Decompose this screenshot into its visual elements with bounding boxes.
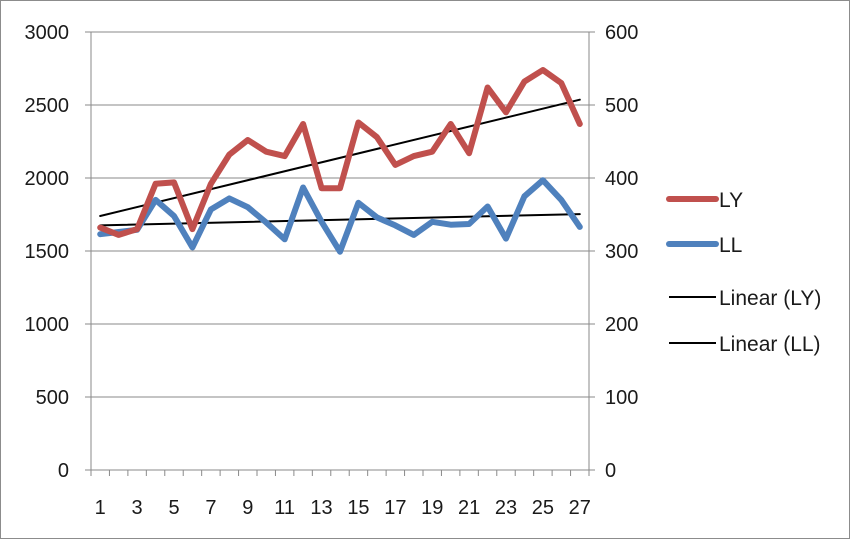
x-tick-label: 25	[532, 497, 554, 519]
x-tick-label: 3	[132, 497, 143, 519]
y-tick-label-left: 1500	[25, 241, 70, 263]
x-tick-label: 19	[421, 497, 443, 519]
y-tick-label-right: 200	[605, 314, 638, 336]
y-tick-label-left: 2500	[25, 95, 70, 117]
x-tick-label: 15	[347, 497, 369, 519]
y-tick-label-left: 1000	[25, 314, 70, 336]
x-tick-label: 21	[458, 497, 480, 519]
x-tick-label: 9	[242, 497, 253, 519]
x-tick-label: 11	[274, 497, 295, 519]
legend-label: LL	[719, 234, 742, 257]
y-tick-label-right: 0	[605, 460, 616, 482]
legend-label: LY	[719, 189, 743, 212]
y-tick-label-left: 3000	[25, 22, 70, 44]
x-tick-label: 5	[168, 497, 179, 519]
legend-label: Linear (LL)	[719, 333, 821, 356]
y-tick-label-right: 500	[605, 95, 638, 117]
x-tick-label: 27	[569, 497, 591, 519]
x-tick-label: 7	[205, 497, 216, 519]
x-tick-label: 13	[310, 497, 332, 519]
series-line-ly	[97, 67, 583, 238]
x-tick-label: 1	[95, 497, 106, 519]
x-tick-label: 23	[495, 497, 517, 519]
y-tick-label-left: 0	[58, 460, 69, 482]
series-line-linear-ly	[99, 98, 581, 217]
x-tick-label: 17	[384, 497, 406, 519]
y-tick-label-right: 400	[605, 168, 638, 190]
y-tick-label-left: 2000	[25, 168, 70, 190]
y-tick-label-left: 500	[36, 387, 69, 409]
series-line-ll	[97, 177, 583, 255]
legend-label: Linear (LY)	[719, 287, 821, 310]
y-tick-label-right: 300	[605, 241, 638, 263]
y-tick-label-right: 600	[605, 22, 638, 44]
y-tick-label-right: 100	[605, 387, 638, 409]
